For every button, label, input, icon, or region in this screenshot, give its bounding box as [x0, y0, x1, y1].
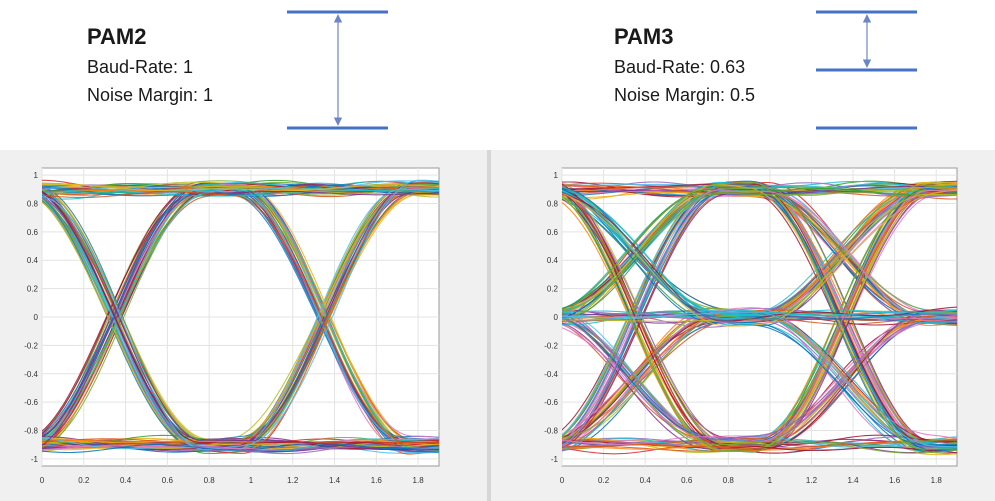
- pam2-ytick-label: 0.2: [27, 285, 39, 294]
- pam3-trace: [562, 307, 957, 440]
- pam2-xtick-label: 0.2: [78, 476, 90, 485]
- level-diagrams: [287, 10, 917, 130]
- pam3-xtick-label: 0: [560, 476, 565, 485]
- pam2-trace: [42, 188, 439, 452]
- pam2-trace: [42, 191, 439, 444]
- pam3-xtick-label: 1.2: [806, 476, 818, 485]
- pam3-ytick-label: -0.6: [544, 398, 558, 407]
- pam3-trace: [562, 192, 957, 448]
- pam3-ytick-label: -0.8: [544, 427, 558, 436]
- pam3-trace: [562, 313, 957, 440]
- pam3-trace: [562, 189, 957, 445]
- pam2-ytick-label: 0: [34, 313, 39, 322]
- pam2-trace: [42, 184, 439, 442]
- pam3-trace: [562, 185, 957, 197]
- pam3-trace: [562, 184, 957, 323]
- pam2-xtick-label: 1.8: [413, 476, 425, 485]
- pam2-ytick-label: 0.6: [27, 228, 39, 237]
- pam2-trace: [42, 183, 439, 192]
- pam3-xtick-label: 0.8: [723, 476, 735, 485]
- pam3-baud-rate: Baud-Rate: 0.63: [614, 57, 746, 77]
- pam3-trace: [562, 191, 957, 438]
- pam3-title: PAM3: [614, 24, 674, 49]
- pam3-trace: [562, 195, 957, 454]
- pam3-ytick-label: 1: [554, 171, 559, 180]
- pam3-trace: [562, 192, 957, 312]
- pam2-trace: [42, 187, 439, 197]
- pam2-ytick-label: -0.2: [24, 341, 38, 350]
- pam2-noise-margin: Noise Margin: 1: [87, 85, 214, 105]
- pam2-label-block: PAM2 Baud-Rate: 1 Noise Margin: 1: [87, 24, 213, 109]
- pam2-baud-rate: Baud-Rate: 1: [87, 57, 194, 77]
- pam2-xtick-label: 1.2: [287, 476, 299, 485]
- pam2-trace: [42, 190, 439, 447]
- pam2-ytick-label: -0.4: [24, 370, 38, 379]
- pam2-ytick-label: 1: [34, 171, 39, 180]
- pam2-trace: [42, 190, 439, 444]
- pam3-trace: [562, 195, 957, 446]
- pam3-xtick-label: 1.4: [847, 476, 859, 485]
- pam3-xtick-label: 0.2: [598, 476, 610, 485]
- pam3-trace: [562, 192, 957, 454]
- pam3-xtick-label: 1.6: [889, 476, 901, 485]
- pam2-eye-diagram: 0 0.2 0.4 0.6 0.8 1 1.2 1.4 1.6 1.8 1 0.8 0.6 0.4 0.2 0…: [24, 167, 440, 485]
- pam3-ytick-label: 0.8: [547, 199, 559, 208]
- pam3-trace: [562, 311, 957, 448]
- pam3-noise-margin: Noise Margin: 0.5: [614, 85, 756, 105]
- pam3-eye-diagram: 0 0.2 0.4 0.6 0.8 1 1.2 1.4 1.6 1.8 1 0.8 0.6 0.4 0.2 0…: [544, 167, 958, 485]
- pam3-ytick-label: -0.2: [544, 341, 558, 350]
- pam2-xtick-label: 0.6: [162, 476, 174, 485]
- pam3-ytick-label: -0.4: [544, 370, 558, 379]
- pam3-trace: [562, 186, 957, 321]
- pam3-label-block: PAM3 Baud-Rate: 0.63 Noise Margin: 0.5: [614, 24, 755, 109]
- pam3-xtick-label: 1.8: [931, 476, 943, 485]
- pam3-ytick-label: 0.2: [547, 285, 559, 294]
- pam2-trace: [42, 185, 439, 194]
- pam2-xtick-label: 1.6: [371, 476, 383, 485]
- pam2-ytick-label: 0.8: [27, 199, 39, 208]
- pam2-ytick-label: 0.4: [27, 256, 39, 265]
- pam3-ytick-label: 0.4: [547, 256, 559, 265]
- pam3-ytick-label: 0.6: [547, 228, 559, 237]
- pam2-xtick-label: 0.8: [204, 476, 216, 485]
- pam3-trace: [562, 189, 957, 443]
- pam2-ytick-label: -0.8: [24, 427, 38, 436]
- pam2-ytick-label: -0.6: [24, 398, 38, 407]
- pam2-trace: [42, 180, 439, 194]
- panel-divider: [487, 150, 491, 501]
- pam2-xtick-label: 1.4: [329, 476, 341, 485]
- pam2-xtick-label: 0.4: [120, 476, 132, 485]
- pam2-trace: [42, 180, 439, 433]
- pam2-trace: [42, 182, 439, 449]
- pam2-xtick-label: 1: [249, 476, 254, 485]
- pam3-trace: [562, 191, 957, 321]
- pam3-trace: [562, 194, 957, 447]
- pam3-xtick-label: 1: [768, 476, 773, 485]
- pam3-trace: [562, 189, 957, 446]
- pam2-ytick-label: -1: [31, 455, 39, 464]
- pam3-trace: [562, 186, 957, 317]
- pam3-xtick-label: 0.6: [681, 476, 693, 485]
- pam2-trace: [42, 179, 439, 451]
- pam3-ytick-label: -1: [551, 455, 559, 464]
- pam2-trace: [42, 183, 439, 196]
- pam3-traces: [562, 180, 957, 456]
- pam2-xtick-label: 0: [40, 476, 45, 485]
- pam3-xtick-label: 0.4: [640, 476, 652, 485]
- pam2-traces: [42, 179, 439, 455]
- pam3-ytick-label: 0: [554, 313, 559, 322]
- pam3-trace: [562, 181, 957, 450]
- pam2-title: PAM2: [87, 24, 147, 49]
- pam2-trace: [42, 442, 439, 454]
